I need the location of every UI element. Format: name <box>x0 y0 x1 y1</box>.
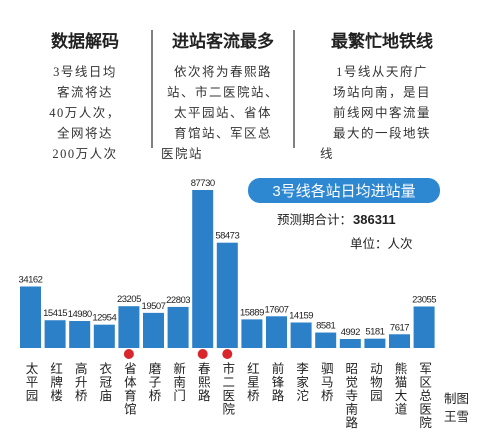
column-title: 数据解码 <box>51 31 119 51</box>
value-label: 22803 <box>166 295 190 306</box>
x-tick-label: 红星桥 <box>245 361 259 403</box>
bar <box>93 324 115 348</box>
column-text: 3号线日均 <box>53 65 117 79</box>
value-label: 23205 <box>117 294 141 305</box>
bar <box>20 286 41 348</box>
value-label: 23055 <box>412 294 436 305</box>
x-tick-label: 市二医院 <box>220 361 234 416</box>
column-text: 医院站 <box>161 147 203 161</box>
x-tick-label: 省体育馆 <box>122 362 136 416</box>
bar <box>339 339 361 348</box>
value-label: 19507 <box>142 301 166 312</box>
bar <box>241 319 263 348</box>
highlight-dot <box>123 349 134 359</box>
column-text: 1号线从天府广 <box>336 64 428 79</box>
bar <box>143 312 164 348</box>
value-label: 17607 <box>265 304 289 315</box>
total-label: 预测期合计： <box>277 212 352 227</box>
x-tick-label: 昭觉寺南路 <box>343 362 357 430</box>
column-text: 全网将达 <box>57 126 113 141</box>
column-text: 依次将为春熙路 <box>174 64 272 79</box>
column-text: 最大的一段地铁 <box>333 126 431 141</box>
value-label: 12954 <box>92 313 116 324</box>
bar <box>389 334 410 348</box>
title-box <box>248 178 440 203</box>
bar <box>315 332 337 348</box>
column-title: 进站客流最多 <box>172 31 274 51</box>
x-tick-label: 红牌楼 <box>48 361 62 403</box>
value-label: 5181 <box>365 327 384 338</box>
column-text: 40万人次， <box>49 106 121 120</box>
x-tick-label: 动物园 <box>368 362 382 403</box>
highlight-dot <box>197 349 208 359</box>
column-text: 200万人次 <box>52 147 117 161</box>
bar <box>69 321 91 348</box>
bar <box>167 306 189 348</box>
bar <box>413 306 435 348</box>
x-tick-label: 前锋路 <box>270 361 284 403</box>
bar <box>192 190 214 348</box>
value-label: 14980 <box>68 309 92 320</box>
value-label: 8581 <box>316 321 335 332</box>
bar <box>216 242 238 348</box>
x-tick-label: 驷马桥 <box>319 362 333 403</box>
chart-title: 3号线各站日均进站量 <box>272 183 415 200</box>
column-text: 客流将达 <box>57 85 113 100</box>
column-text: 站、市二医院站、 <box>167 85 279 100</box>
highlight-dot <box>222 349 233 359</box>
column-text: 育馆站、军区总 <box>174 126 272 141</box>
credit: 王雪 <box>444 410 469 424</box>
total: 386311 <box>353 212 396 227</box>
x-tick-label: 新南门 <box>171 361 185 403</box>
credit: 制图 <box>444 392 469 406</box>
bar <box>118 306 140 348</box>
value-label: 7617 <box>390 322 409 333</box>
x-tick-label: 磨子桥 <box>147 362 161 403</box>
value-label: 58473 <box>215 231 239 242</box>
value-label: 14159 <box>289 310 313 321</box>
x-tick-label: 太平园 <box>24 361 38 403</box>
column-title: 最繁忙地铁线 <box>331 31 433 51</box>
value-label: 4992 <box>341 327 360 338</box>
column-text: 太平园站、省体 <box>174 105 272 120</box>
column-text: 场站向南，是目 <box>333 85 431 100</box>
x-tick-label: 熊猫大道 <box>393 361 407 416</box>
x-tick-label: 高升桥 <box>73 361 87 403</box>
x-tick-label: 军区总医院 <box>417 362 431 430</box>
bar <box>290 322 312 348</box>
column-text: 前线网中客流量 <box>333 105 431 120</box>
bar <box>364 338 386 348</box>
bar <box>266 316 287 348</box>
unit: 单位：人次 <box>350 236 413 251</box>
value-label: 15889 <box>240 307 264 318</box>
x-tick-label: 春熙路 <box>196 362 210 403</box>
value-label: 15415 <box>43 308 67 319</box>
column-text: 线 <box>320 147 334 161</box>
x-tick-label: 衣冠庙 <box>97 361 111 403</box>
value-label: 34162 <box>19 274 43 285</box>
value-label: 87730 <box>191 178 215 189</box>
bar <box>44 320 66 348</box>
x-tick-label: 李家沱 <box>294 361 308 403</box>
